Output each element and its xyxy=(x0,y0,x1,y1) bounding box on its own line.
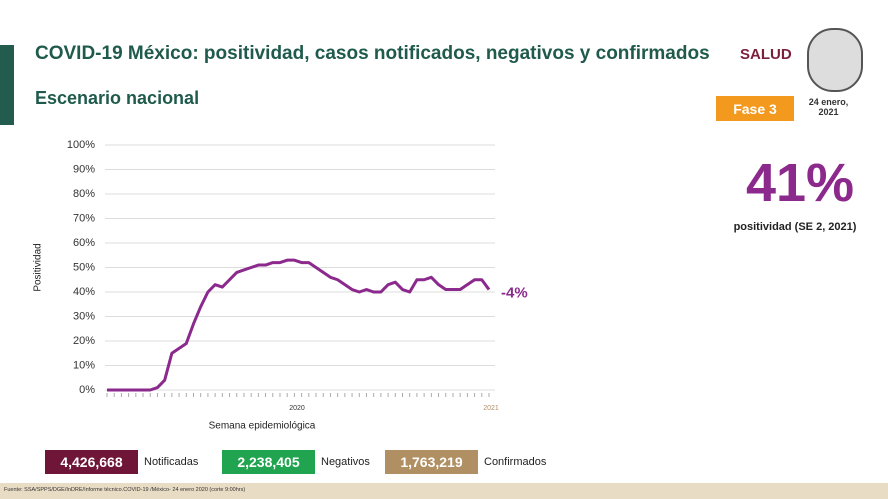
total-value: 2,238,405 xyxy=(222,450,315,474)
y-tick-label: 60% xyxy=(73,237,95,249)
phase-badge: Fase 3 xyxy=(716,96,794,121)
total-label: Negativos xyxy=(321,456,370,468)
total-label: Notificadas xyxy=(144,456,199,468)
emblem xyxy=(807,28,863,92)
total-value: 4,426,668 xyxy=(45,450,138,474)
y-tick-label: 70% xyxy=(73,212,95,224)
highlight-caption: positividad (SE 2, 2021) xyxy=(733,221,857,233)
y-tick-label: 30% xyxy=(73,310,95,322)
accent-bar xyxy=(0,45,14,125)
y-tick-label: 100% xyxy=(67,139,95,151)
x-group-label: 2020 xyxy=(289,405,305,412)
source: Fuente: SSA/SPPS/DGE/InDRE/Informe técni… xyxy=(4,487,246,493)
annotation: -4% xyxy=(501,285,528,302)
subtitle: Escenario nacional xyxy=(35,88,200,108)
chart: 0% 10% 20% 30% 40% 50% 60% 70% 80% 90% 100% Positiv… xyxy=(33,139,528,432)
date: 24 enero, 2021 xyxy=(808,97,849,117)
y-tick-label: 20% xyxy=(73,335,95,347)
x-group-label: 2021 xyxy=(483,405,499,412)
title: COVID-19 México: positividad, casos noti… xyxy=(35,43,710,64)
total-label: Confirmados xyxy=(484,456,547,468)
total-value: 1,763,219 xyxy=(385,450,478,474)
footer-bar xyxy=(0,483,888,499)
x-axis-label: Semana epidemiológica xyxy=(209,421,316,432)
y-axis-label: Positividad xyxy=(33,243,44,291)
y-tick-label: 50% xyxy=(73,261,95,273)
y-tick-label: 10% xyxy=(73,359,95,371)
y-tick-label: 0% xyxy=(79,384,95,396)
series-line xyxy=(107,258,491,392)
logo: SALUD xyxy=(740,46,792,63)
y-tick-label: 90% xyxy=(73,163,95,175)
y-tick-label: 80% xyxy=(73,188,95,200)
y-tick-label: 40% xyxy=(73,286,95,298)
highlight-value: 41% xyxy=(745,153,855,213)
